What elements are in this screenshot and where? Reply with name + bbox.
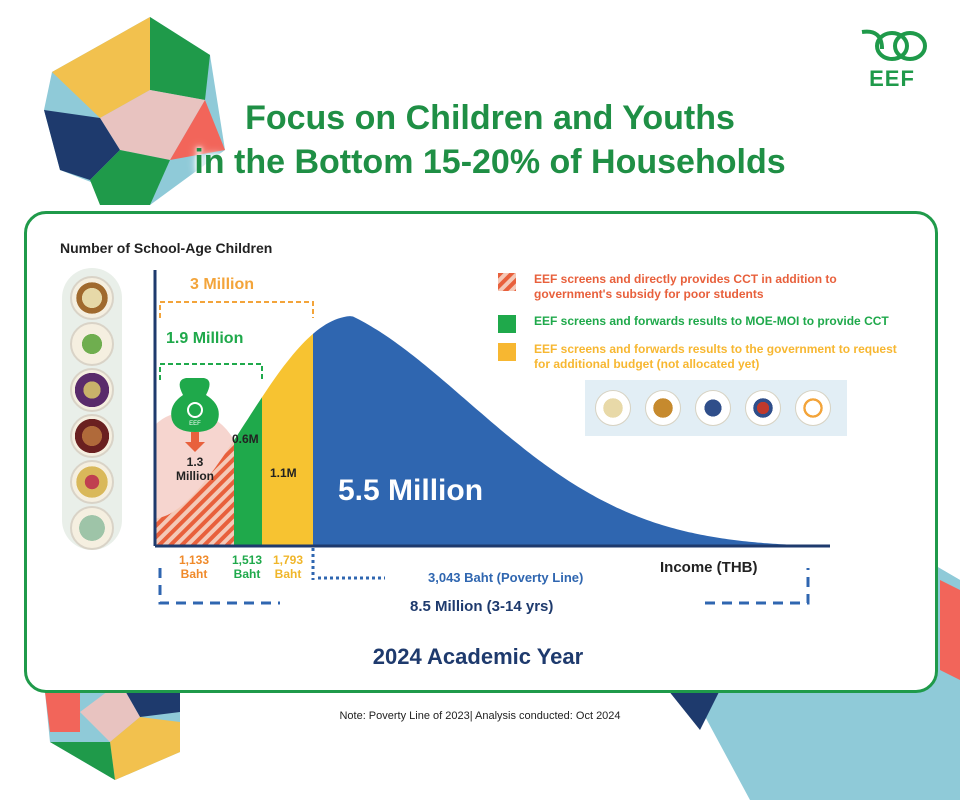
tick-label-1133: 1,133 Baht bbox=[170, 553, 218, 581]
legend-text-additional-budget: EEF screens and forwards results to the … bbox=[534, 342, 897, 371]
total-children-label: 8.5 Million (3-14 yrs) bbox=[410, 598, 554, 615]
segment-additional-budget bbox=[262, 316, 313, 546]
agency-emblem-4 bbox=[70, 414, 114, 458]
agency-emblem-1 bbox=[70, 276, 114, 320]
money-bag-label: EEF bbox=[189, 421, 201, 427]
bracket-1-9-million bbox=[159, 363, 263, 380]
bracket-label-1-9-million: 1.9 Million bbox=[166, 330, 244, 347]
tick-label-1793-unit: Baht bbox=[274, 567, 302, 581]
x-axis-label: Income (THB) bbox=[660, 559, 758, 576]
segment-label-direct-cct: 1.3 Million bbox=[176, 455, 214, 483]
poverty-line-label: 3,043 Baht (Poverty Line) bbox=[428, 570, 584, 585]
title-line-1: Focus on Children and Youths bbox=[245, 99, 735, 137]
bracket-label-3-million: 3 Million bbox=[190, 276, 254, 293]
partner-logo-1 bbox=[595, 390, 631, 426]
academic-year: 2024 Academic Year bbox=[372, 644, 584, 669]
partner-logo-2 bbox=[645, 390, 681, 426]
tick-label-1513: 1,513 Baht bbox=[225, 553, 269, 581]
tick-label-1793: 1,793 Baht bbox=[266, 553, 310, 581]
legend-text-moe-moi: EEF screens and forwards results to MOE-… bbox=[534, 314, 889, 328]
page-title: Focus on Children and Youths in the Bott… bbox=[100, 96, 880, 184]
footnote: Note: Poverty Line of 2023| Analysis con… bbox=[339, 710, 621, 722]
segment-label-moe-moi: 0.6M bbox=[232, 432, 259, 446]
tick-label-1793-value: 1,793 bbox=[272, 553, 304, 567]
decorative-polygon-top-left bbox=[44, 17, 225, 205]
segment-label-additional-budget: 1.1M bbox=[270, 466, 297, 480]
tick-label-1513-value: 1,513 bbox=[231, 553, 263, 567]
tick-label-1133-unit: Baht bbox=[180, 567, 208, 581]
tick-label-1513-unit: Baht bbox=[233, 567, 261, 581]
title-line-2: in the Bottom 15-20% of Households bbox=[194, 143, 786, 181]
legend-swatch-hatched bbox=[498, 273, 516, 291]
y-axis-label: Number of School-Age Children bbox=[60, 240, 273, 256]
partner-logo-3 bbox=[695, 390, 731, 426]
tick-label-1133-value: 1,133 bbox=[178, 553, 210, 567]
partner-logo-4 bbox=[745, 390, 781, 426]
segment-label-above-line: 5.5 Million bbox=[338, 474, 484, 507]
total-bracket-left bbox=[158, 568, 280, 605]
agency-emblem-2 bbox=[70, 322, 114, 366]
eef-logo-text: EEF bbox=[869, 66, 915, 91]
bracket-3-million bbox=[159, 301, 314, 318]
legend-swatch-green bbox=[498, 315, 516, 333]
agency-emblems-column bbox=[62, 268, 122, 550]
partner-logos bbox=[585, 380, 847, 436]
partner-logo-5 bbox=[795, 390, 831, 426]
eef-logo bbox=[861, 29, 927, 61]
legend-text-direct-cct: EEF screens and directly provides CCT in… bbox=[534, 272, 837, 301]
total-bracket-right bbox=[705, 568, 810, 605]
down-arrow-icon bbox=[185, 432, 205, 452]
segment-moe-moi bbox=[234, 316, 262, 546]
agency-emblem-6 bbox=[70, 506, 114, 550]
money-bag-icon bbox=[171, 378, 219, 432]
agency-emblem-3 bbox=[70, 368, 114, 412]
legend-swatch-yellow bbox=[498, 343, 516, 361]
agency-emblem-5 bbox=[70, 460, 114, 504]
